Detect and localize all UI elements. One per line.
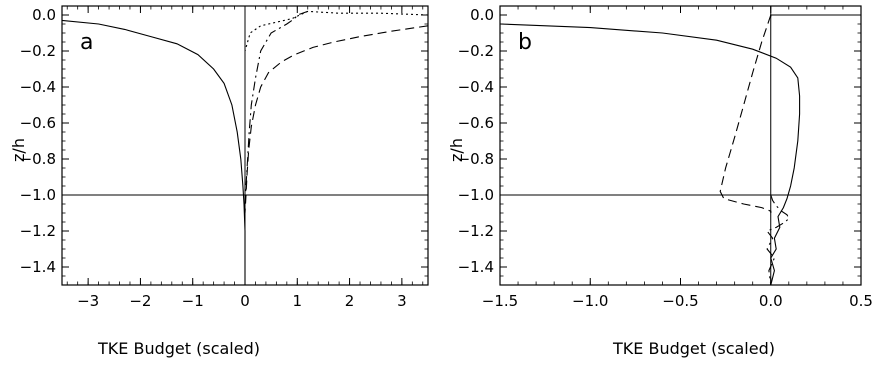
panel-b-xlabel: TKE Budget (scaled): [612, 339, 775, 358]
panel-a-ytick-label: −0.4: [20, 78, 56, 96]
panel-a-ylabel: z/h: [9, 138, 28, 162]
panel-b-ytick-label: −1.4: [458, 258, 494, 276]
panel-a-ytick-label: −1.4: [20, 258, 56, 276]
panel-b-xtick-label: 0.5: [849, 292, 873, 310]
panel-b-ylabel: z/h: [447, 138, 466, 162]
panel-b-ytick-label: −1.2: [458, 222, 494, 240]
panel-b-ytick-label: 0.0: [470, 6, 494, 24]
panel-b-xtick-label: −1.0: [572, 292, 608, 310]
panel-a-xtick-label: −1: [182, 292, 204, 310]
panel-a-ytick-label: 0.0: [32, 6, 56, 24]
panel-a-ytick-label: −0.6: [20, 114, 56, 132]
panel-a-ytick-label: −1.0: [20, 186, 56, 204]
panel-b-ytick-label: −0.2: [458, 42, 494, 60]
panel-b-xtick-label: −1.5: [482, 292, 518, 310]
panel-a-xtick-label: 1: [293, 292, 303, 310]
panel-a-letter: a: [80, 30, 93, 55]
panel-b-series-solid-line: [770, 14, 861, 17]
panel-a-series-solid-line: [62, 19, 246, 285]
panel-b-series-solid-line: [500, 23, 801, 285]
panel-b-letter: b: [518, 30, 532, 55]
panel-a-xtick-label: 3: [397, 292, 407, 310]
panel-a-series-dotted-line: [244, 10, 428, 52]
panel-a-ytick-label: −1.2: [20, 222, 56, 240]
panel-b-xtick-label: −0.5: [662, 292, 698, 310]
panel-a-xtick-label: −3: [77, 292, 99, 310]
panel-b-frame: [499, 5, 862, 286]
panel-b-series-dashed-line: [719, 14, 772, 213]
panel-b-ytick-label: −0.8: [458, 150, 494, 168]
panel-a-xtick-label: −2: [129, 292, 151, 310]
panel-a-xtick-label: 2: [345, 292, 355, 310]
panel-b-ytick-label: −0.4: [458, 78, 494, 96]
panel-a-ytick-label: −0.2: [20, 42, 56, 60]
panel-b-series-dash-dot-line: [766, 194, 790, 285]
panel-a-chart: z/h TKE Budget (scaled) −3 −2 −1 0 1 2 3 0.0 −0.…: [9, 5, 429, 358]
panel-b-chart: z/h TKE Budget (scaled) −1.5 −1.0 −0.5 0.0 0…: [447, 5, 873, 358]
panel-b-ytick-label: −0.6: [458, 114, 494, 132]
panel-a-xlabel: TKE Budget (scaled): [97, 339, 260, 358]
panel-a-xtick-label: 0: [240, 292, 250, 310]
panel-a-series-dash-dot-line: [244, 10, 308, 205]
panel-a-ytick-label: −0.8: [20, 150, 56, 168]
panel-b-xtick-label: 0.0: [759, 292, 783, 310]
panel-a-series-dashed-line: [244, 25, 428, 214]
panel-b-ytick-label: −1.0: [458, 186, 494, 204]
